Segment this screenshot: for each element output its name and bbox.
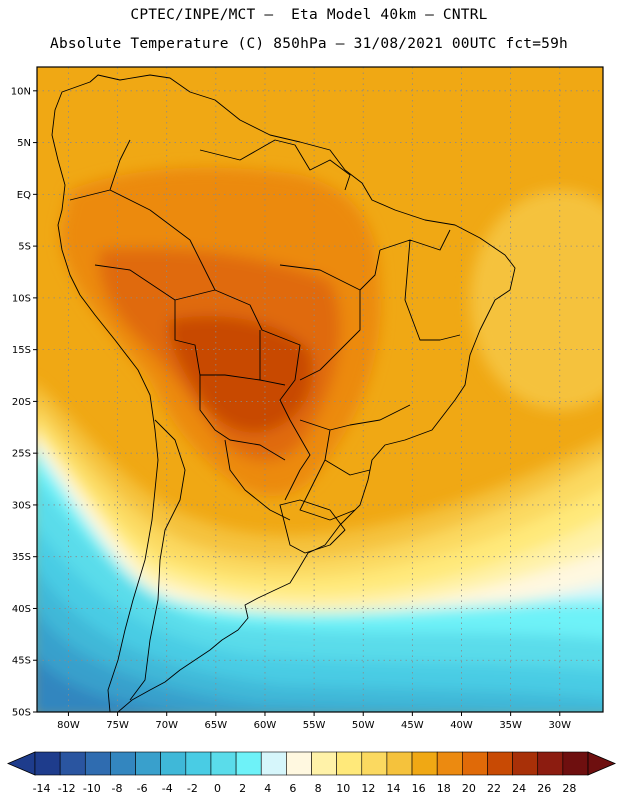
colorbar-high-arrow <box>587 751 617 776</box>
colorbar-label: 6 <box>289 782 296 795</box>
lon-tick-label: 75W <box>106 720 129 731</box>
lat-tick-label: 30S <box>12 500 31 511</box>
colorbar-label: 22 <box>487 782 501 795</box>
latitude-axis: 10N 5N EQ 5S 10S 15S 20S 25S 30S 35S 40S 45S 50S <box>11 86 37 719</box>
band-24-26 <box>169 316 313 433</box>
lon-tick-label: 50W <box>352 720 375 731</box>
internal-borders <box>174 229 461 521</box>
colorbar-swatch <box>260 751 287 776</box>
colorbar-label: -6 <box>137 782 148 795</box>
temperature-field <box>37 67 603 712</box>
lon-tick-label: 40W <box>450 720 473 731</box>
colorbar-swatch <box>336 751 363 776</box>
colorbar-swatch <box>135 751 161 776</box>
lon-tick-label: 30W <box>548 720 571 731</box>
colorbar-label: -14 <box>33 782 51 795</box>
lon-tick-label: 80W <box>57 720 80 731</box>
gridlines <box>37 67 603 712</box>
colorbar-swatch <box>537 751 564 776</box>
colorbar-swatch <box>185 751 212 776</box>
colorbar-swatch <box>34 751 61 776</box>
lat-tick-label: 45S <box>12 656 31 667</box>
colorbar-swatch <box>386 751 413 776</box>
map-title-line1: CPTEC/INPE/MCT – Eta Model 40km – CNTRL <box>130 7 488 23</box>
colorbar-swatch <box>436 751 463 776</box>
lon-tick-label: 65W <box>205 720 228 731</box>
map-title-line2: Absolute Temperature (C) 850hPa – 31/08/… <box>50 36 568 52</box>
lon-tick-label: 35W <box>499 720 522 731</box>
longitude-axis: 80W 75W 70W 65W 60W 55W 50W 45W 40W 35W 30W <box>57 712 571 731</box>
colorbar-label: -8 <box>111 782 122 795</box>
map-frame <box>36 66 604 713</box>
band-m4-m2 <box>37 570 603 712</box>
colorbar-low-arrow <box>6 751 36 776</box>
colorbar-label: 24 <box>512 782 526 795</box>
lat-tick-label: 20S <box>12 397 31 408</box>
lon-tick-label: 55W <box>303 720 326 731</box>
colorbar-label: 12 <box>361 782 375 795</box>
lon-tick-label: 45W <box>401 720 424 731</box>
lat-tick-label: 25S <box>12 449 31 460</box>
colorbar-swatch <box>361 751 388 776</box>
colorbar-label: -10 <box>83 782 101 795</box>
colorbar-swatch <box>462 751 488 776</box>
colorbar-swatch <box>311 751 337 776</box>
colorbar-swatch <box>210 751 237 776</box>
lat-tick-label: 5S <box>18 242 31 253</box>
lat-tick-label: 10N <box>11 86 31 97</box>
lon-tick-label: 70W <box>155 720 178 731</box>
colorbar-swatch <box>160 751 187 776</box>
lat-tick-label: 15S <box>12 345 31 356</box>
uruguay-outline <box>279 499 346 554</box>
colorbar-label: 28 <box>562 782 576 795</box>
colorbar: -14 -12 -10 -8 -6 -4 -2 0 2 4 6 8 10 12 14 16 18 20 22 24 26… <box>6 751 617 795</box>
colorbar-label: 14 <box>386 782 400 795</box>
lon-tick-label: 60W <box>254 720 277 731</box>
colorbar-label: 10 <box>336 782 350 795</box>
colorbar-label: 2 <box>239 782 246 795</box>
colorbar-label: -2 <box>187 782 198 795</box>
colorbar-swatch <box>235 751 262 776</box>
colorbar-label: -12 <box>58 782 76 795</box>
colorbar-swatch <box>84 751 111 776</box>
colorbar-label: 8 <box>315 782 322 795</box>
colorbar-label: -4 <box>162 782 173 795</box>
coastline-and-borders <box>51 74 516 712</box>
colorbar-label: 26 <box>537 782 551 795</box>
lat-tick-label: EQ <box>17 190 31 201</box>
lat-tick-label: 40S <box>12 604 31 615</box>
colorbar-swatch <box>487 751 513 776</box>
colorbar-swatch <box>411 751 438 776</box>
colorbar-swatch <box>286 751 312 776</box>
colorbar-label: 0 <box>214 782 221 795</box>
lat-tick-label: 10S <box>12 293 31 304</box>
band-m8-m6 <box>37 658 178 712</box>
colorbar-swatch <box>562 751 589 776</box>
lat-tick-label: 35S <box>12 552 31 563</box>
band-m6-m4 <box>37 611 454 712</box>
lat-tick-label: 50S <box>12 708 31 719</box>
colorbar-swatch <box>512 751 539 776</box>
colorbar-label: 20 <box>462 782 476 795</box>
south-america-coastline <box>51 74 516 712</box>
band-east-atlantic <box>470 190 603 410</box>
colorbar-swatch <box>110 751 136 776</box>
andes-borders <box>69 139 216 701</box>
colorbar-label: 18 <box>437 782 451 795</box>
colorbar-swatch <box>59 751 86 776</box>
colorbar-label: 16 <box>412 782 426 795</box>
lat-tick-label: 5N <box>17 138 31 149</box>
colorbar-label: 4 <box>264 782 271 795</box>
